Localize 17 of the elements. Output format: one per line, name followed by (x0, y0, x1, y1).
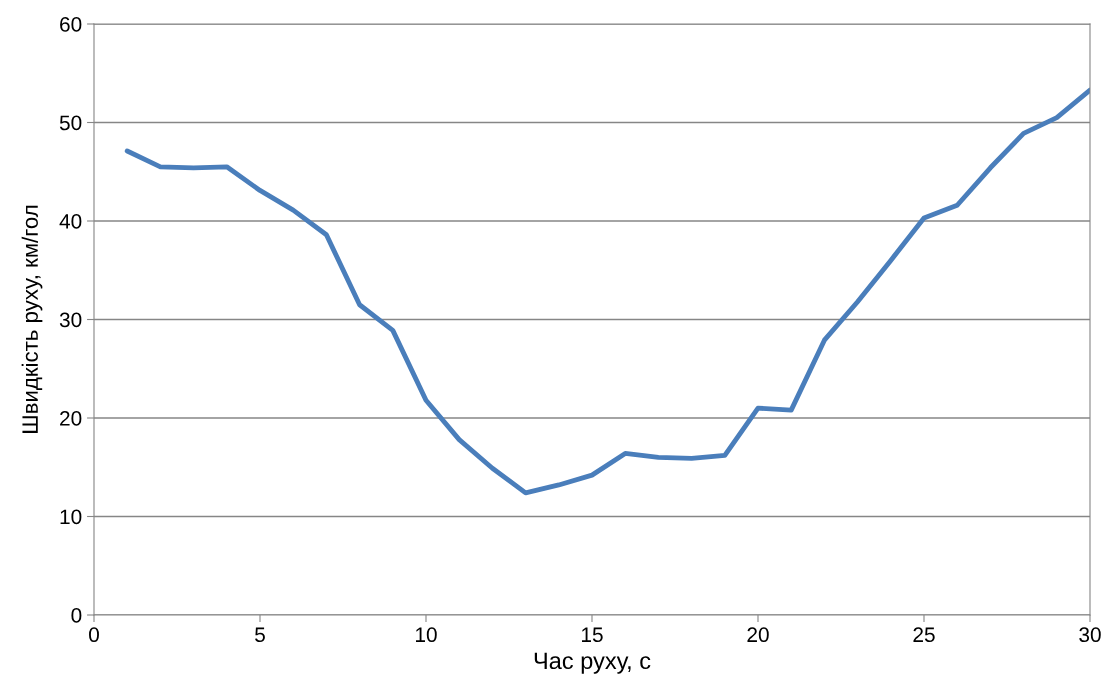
x-tick-label: 20 (747, 627, 769, 643)
x-tick-label: 0 (89, 627, 99, 643)
x-tick-label: 30 (1079, 627, 1101, 643)
y-tick-label: 60 (60, 17, 82, 32)
x-tick-label: 15 (582, 627, 603, 643)
x-tick-label: 5 (255, 627, 265, 643)
y-tick-label: 40 (59, 214, 82, 229)
y-tick-label: 0 (71, 608, 82, 623)
y-axis-title: Швидкість руху, км/гол (21, 205, 43, 433)
x-axis-title: Час руху, с (534, 652, 651, 674)
x-tick-label: 25 (913, 627, 935, 643)
y-tick-label: 10 (60, 509, 82, 525)
y-tick-label: 30 (59, 312, 82, 328)
line-series (124, 87, 1090, 496)
x-tick-label: 10 (416, 627, 437, 643)
y-tick-label: 50 (59, 115, 82, 131)
y-tick-label: 20 (60, 411, 82, 426)
